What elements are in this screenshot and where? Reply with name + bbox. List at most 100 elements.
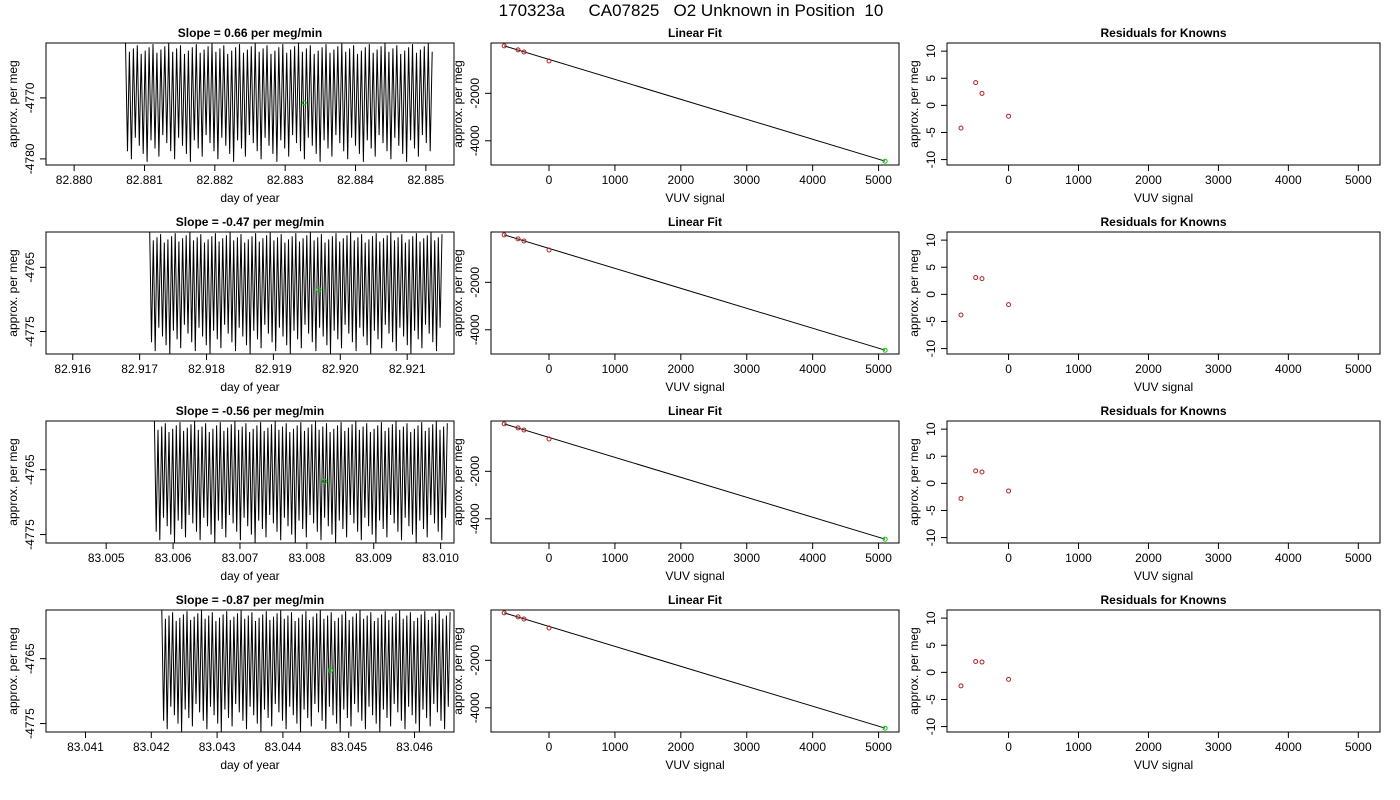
panel-linear-fit-4: Linear Fit 0 1000 2000 3000 4000 5000 VUV signa…: [451, 593, 900, 772]
plot-frame: [946, 609, 1381, 733]
x-axis-label: day of year: [220, 380, 279, 394]
x-tick-label: 4000: [1275, 551, 1302, 565]
known-point: [1006, 676, 1012, 682]
y-tick-label: -5: [924, 127, 938, 138]
y-tick-label: 5: [924, 642, 938, 649]
x-tick-label: 83.043: [199, 740, 236, 754]
signal-trace: [125, 43, 433, 162]
known-point: [515, 236, 521, 242]
y-tick-label: -4000: [468, 314, 482, 345]
x-axis-label: VUV signal: [1134, 191, 1193, 205]
y-tick-label: -4000: [468, 692, 482, 723]
x-tick-label: 0: [1005, 362, 1012, 376]
fit-line: [504, 612, 886, 729]
y-tick-label: -4775: [23, 316, 37, 347]
plot-frame: [45, 609, 455, 733]
plot-area: [958, 275, 1012, 318]
x-tick-label: 1000: [602, 551, 629, 565]
x-tick-label: 83.045: [330, 740, 367, 754]
x-tick-label: 4000: [799, 173, 826, 187]
x-tick-label: 5000: [1345, 551, 1372, 565]
panel-title: Slope = -0.47 per meg/min: [176, 215, 324, 229]
x-tick-label: 83.041: [67, 740, 104, 754]
x-tick-label: 3000: [1205, 551, 1232, 565]
plot-area: [958, 80, 1012, 131]
y-axis-label: approx. per meg: [907, 627, 921, 714]
y-tick-label: -4770: [23, 82, 37, 113]
x-tick-label: 2000: [1135, 551, 1162, 565]
x-tick-label: 5000: [865, 173, 892, 187]
x-axis-label: VUV signal: [665, 758, 724, 772]
fit-line: [504, 234, 886, 351]
panel-linear-fit-1: Linear Fit 0 1000 2000 3000 4000 5000 VUV signa…: [451, 26, 900, 205]
x-tick-label: 0: [1005, 551, 1012, 565]
panel-title: Slope = -0.56 per meg/min: [176, 404, 324, 418]
y-tick-label: 0: [924, 102, 938, 109]
x-tick-label: 4000: [799, 551, 826, 565]
y-tick-label: 10: [924, 233, 938, 247]
y-axis-label: approx. per meg: [6, 249, 20, 336]
x-tick-label: 82.916: [54, 362, 91, 376]
y-tick-label: 10: [924, 44, 938, 58]
signal-trace: [153, 421, 448, 543]
x-tick-label: 83.010: [422, 551, 459, 565]
x-tick-label: 4000: [1275, 173, 1302, 187]
y-tick-label: 5: [924, 75, 938, 82]
y-tick-label: -4765: [23, 643, 37, 674]
panel-title: Residuals for Knowns: [1100, 26, 1226, 40]
y-axis-label: approx. per meg: [6, 438, 20, 525]
known-point: [958, 496, 964, 502]
plot-area: [153, 421, 448, 543]
known-point: [501, 232, 507, 238]
y-tick-label: -5: [924, 694, 938, 705]
known-point: [979, 276, 985, 282]
unknown-point: [316, 287, 322, 293]
y-axis-label: approx. per meg: [451, 249, 465, 336]
y-axis-label: approx. per meg: [907, 249, 921, 336]
y-tick-label: -10: [924, 340, 938, 358]
known-point: [515, 614, 521, 620]
y-tick-label: -4775: [23, 708, 37, 739]
y-tick-label: 5: [924, 453, 938, 460]
x-axis-label: day of year: [220, 191, 279, 205]
x-tick-label: 2000: [1135, 740, 1162, 754]
plot-frame: [946, 42, 1381, 166]
y-tick-label: 5: [924, 264, 938, 271]
y-axis-label: approx. per meg: [6, 627, 20, 714]
x-tick-label: 83.042: [133, 740, 170, 754]
signal-trace: [149, 232, 443, 354]
known-point: [521, 238, 527, 244]
known-point: [501, 610, 507, 616]
fit-line: [504, 45, 886, 162]
x-tick-label: 82.885: [408, 173, 445, 187]
x-tick-label: 83.044: [265, 740, 302, 754]
x-tick-label: 83.007: [222, 551, 259, 565]
known-point: [958, 683, 964, 689]
known-point: [958, 125, 964, 131]
unknown-point: [882, 725, 888, 731]
x-tick-label: 82.881: [126, 173, 163, 187]
x-tick-label: 5000: [865, 551, 892, 565]
x-tick-label: 1000: [1065, 740, 1092, 754]
plot-area: [149, 232, 443, 354]
x-tick-label: 82.917: [121, 362, 158, 376]
y-tick-label: 0: [924, 480, 938, 487]
y-axis-label: approx. per meg: [451, 60, 465, 147]
x-axis-label: VUV signal: [665, 191, 724, 205]
x-tick-label: 3000: [1205, 362, 1232, 376]
plot-area: [501, 43, 888, 164]
y-tick-label: -4780: [23, 143, 37, 174]
y-tick-label: -2000: [468, 456, 482, 487]
plot-area: [958, 468, 1012, 502]
known-point: [1006, 302, 1012, 308]
x-tick-label: 83.005: [88, 551, 125, 565]
x-tick-label: 0: [546, 362, 553, 376]
x-axis-label: VUV signal: [1134, 569, 1193, 583]
signal-trace: [161, 610, 451, 732]
x-tick-label: 5000: [865, 362, 892, 376]
x-tick-label: 3000: [1205, 173, 1232, 187]
plot-frame: [946, 231, 1381, 355]
y-tick-label: -4775: [23, 519, 37, 550]
y-axis-label: approx. per meg: [451, 438, 465, 525]
